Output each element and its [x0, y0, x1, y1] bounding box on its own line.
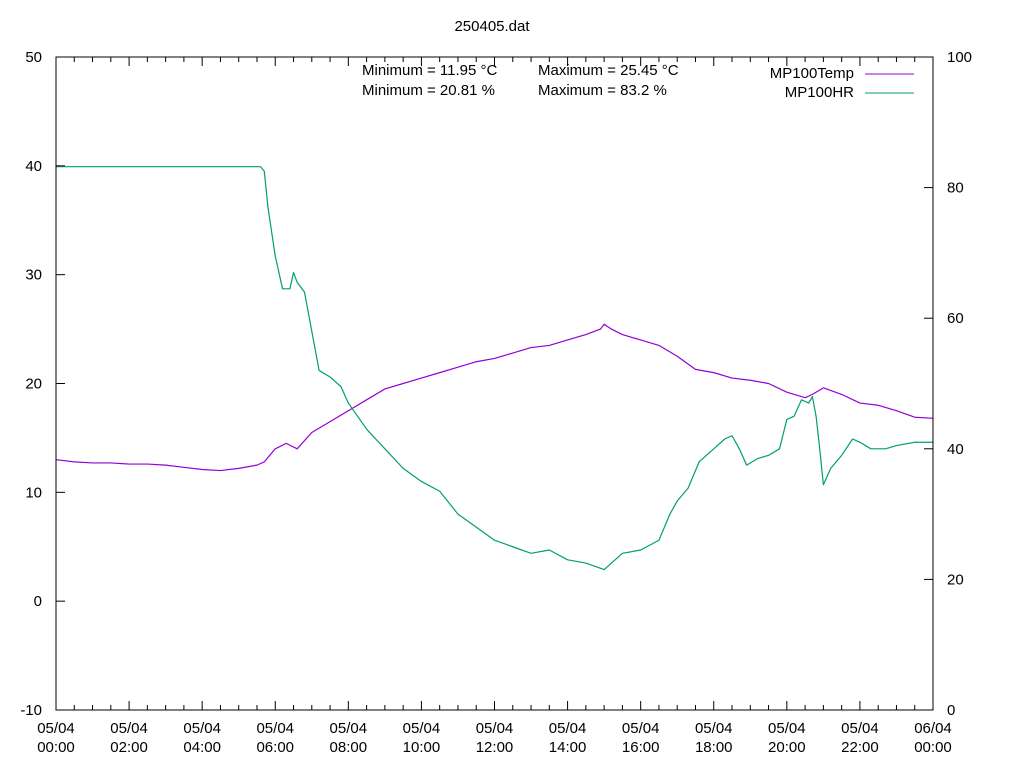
annotation-temp-max: Maximum = 25.45 °C — [538, 62, 679, 79]
y-left-tick-label: 40 — [25, 158, 42, 175]
x-tick-label-date: 06/04 — [914, 720, 952, 737]
x-tick-label-time: 16:00 — [622, 739, 660, 756]
x-tick-label-time: 02:00 — [110, 739, 148, 756]
x-tick-label-time: 04:00 — [183, 739, 221, 756]
x-tick-label-date: 05/04 — [476, 720, 514, 737]
y-right-tick-label: 80 — [947, 180, 964, 197]
legend-label-hr: MP100HR — [785, 84, 854, 101]
y-right-tick-label: 20 — [947, 571, 964, 588]
x-tick-label-date: 05/04 — [549, 720, 587, 737]
x-tick-label-time: 08:00 — [330, 739, 368, 756]
x-tick-label-date: 05/04 — [37, 720, 75, 737]
x-tick-label-time: 18:00 — [695, 739, 733, 756]
x-tick-label-time: 12:00 — [476, 739, 514, 756]
x-tick-label-date: 05/04 — [403, 720, 441, 737]
x-tick-label-time: 06:00 — [256, 739, 294, 756]
y-left-tick-label: 20 — [25, 376, 42, 393]
annotation-hr-min: Minimum = 20.81 % — [362, 82, 495, 99]
x-tick-label-date: 05/04 — [622, 720, 660, 737]
y-left-tick-label: -10 — [20, 702, 42, 719]
x-tick-label-date: 05/04 — [330, 720, 368, 737]
x-tick-label-time: 10:00 — [403, 739, 441, 756]
x-tick-label-time: 14:00 — [549, 739, 587, 756]
x-tick-label-time: 00:00 — [37, 739, 75, 756]
y-left-tick-label: 50 — [25, 49, 42, 66]
x-tick-label-date: 05/04 — [183, 720, 221, 737]
x-tick-label-time: 22:00 — [841, 739, 879, 756]
x-tick-label-date: 05/04 — [695, 720, 733, 737]
series-line-mp100hr — [56, 166, 933, 571]
series-line-mp100temp — [55, 323, 934, 472]
series-group — [55, 166, 934, 571]
legend-label-temp: MP100Temp — [770, 65, 854, 82]
y-right-tick-label: 60 — [947, 310, 964, 327]
y-right-tick-label: 0 — [947, 702, 955, 719]
x-tick-label-date: 05/04 — [256, 720, 294, 737]
chart-title: 250405.dat — [454, 18, 530, 35]
x-tick-label-date: 05/04 — [110, 720, 148, 737]
legend: MP100Temp MP100HR — [770, 65, 914, 101]
y-right-tick-label: 100 — [947, 49, 972, 66]
y-right-tick-label: 40 — [947, 441, 964, 458]
annotation-hr-max: Maximum = 83.2 % — [538, 82, 667, 99]
x-tick-label-time: 20:00 — [768, 739, 806, 756]
axes-group: 05/04 00:00 05/04 02:00 05/04 04:00 05/04 06:00… — [20, 49, 972, 756]
y-left-tick-label: 30 — [25, 267, 42, 284]
y-left-tick-label: 0 — [34, 593, 42, 610]
y-left-tick-label: 10 — [25, 484, 42, 501]
annotation-temp-min: Minimum = 11.95 °C — [362, 62, 498, 79]
x-tick-label-date: 05/04 — [841, 720, 879, 737]
x-tick-label-date: 05/04 — [768, 720, 806, 737]
x-tick-label-time: 00:00 — [914, 739, 952, 756]
